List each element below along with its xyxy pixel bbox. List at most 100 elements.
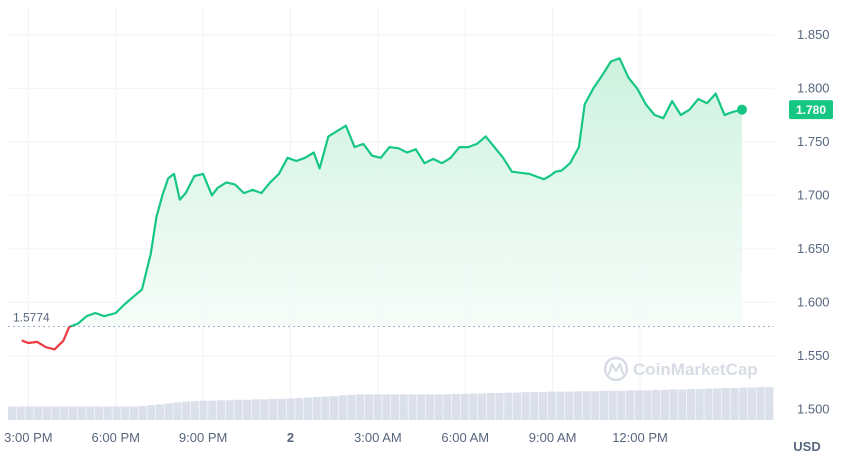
volume-bar <box>478 393 487 420</box>
volume-bar <box>652 389 661 420</box>
x-tick-label: 3:00 AM <box>354 430 402 445</box>
volume-bar <box>51 406 60 420</box>
volume-bar <box>486 393 495 420</box>
volume-bar <box>382 394 391 420</box>
volume-bar <box>469 393 478 420</box>
last-price-dot[interactable] <box>736 104 747 115</box>
volume-bar <box>216 400 226 420</box>
volume-bar <box>103 406 112 420</box>
volume-bar <box>321 396 330 420</box>
volume-bar <box>408 394 417 420</box>
y-tick-label: 1.650 <box>797 241 830 256</box>
volume-bar <box>356 394 365 420</box>
x-axis: 3:00 PM 6:00 PM 9:00 PM 2 3:00 AM 6:00 AM 9:00… <box>4 430 668 445</box>
volume-bar <box>243 399 252 420</box>
volume-bar <box>443 394 452 420</box>
volume-bar <box>77 406 86 420</box>
volume-bar <box>129 406 138 420</box>
volume-bar <box>338 395 347 420</box>
volume-bar <box>225 400 234 420</box>
volume-bar <box>277 398 286 420</box>
volume-bar <box>312 397 321 420</box>
volume-bar <box>695 388 704 420</box>
volume-bar <box>634 390 643 420</box>
volume-bar <box>756 387 765 420</box>
y-tick-label: 1.850 <box>797 27 830 42</box>
price-area-fill <box>70 58 742 327</box>
volume-bar <box>460 393 469 420</box>
volume-bar <box>147 405 156 420</box>
x-tick-label: 9:00 AM <box>529 430 577 445</box>
volume-bar <box>547 391 556 420</box>
volume-bar <box>373 394 382 420</box>
volume-bar <box>42 406 51 420</box>
y-tick-label: 1.750 <box>797 134 830 149</box>
x-tick-label: 2 <box>287 430 294 445</box>
volume-bar <box>704 388 713 420</box>
volume-bar <box>234 399 243 420</box>
y-tick-label: 1.550 <box>797 348 830 363</box>
volume-bars <box>8 387 774 420</box>
watermark: CoinMarketCap <box>603 356 758 382</box>
volume-bar <box>747 387 756 420</box>
volume-bar <box>121 406 130 420</box>
x-tick-label: 6:00 AM <box>441 430 489 445</box>
volume-bar <box>538 392 548 420</box>
volume-bar <box>269 398 278 420</box>
volume-bar <box>417 394 426 420</box>
volume-bar <box>643 390 652 420</box>
volume-bar <box>173 402 182 420</box>
volume-bar <box>86 406 95 420</box>
volume-bar <box>599 390 609 420</box>
volume-bar <box>138 406 147 420</box>
volume-bar <box>251 399 260 420</box>
volume-bar <box>95 406 104 420</box>
volume-bar <box>504 392 513 420</box>
x-tick-label: 9:00 PM <box>179 430 227 445</box>
volume-bar <box>678 389 687 420</box>
price-tag-value: 1.780 <box>796 103 826 117</box>
volume-bar <box>364 394 373 420</box>
price-line-up <box>68 57 744 327</box>
y-tick-label: 1.600 <box>797 294 830 309</box>
volume-bar <box>512 392 521 420</box>
volume-bar <box>330 396 339 420</box>
volume-bar <box>182 401 191 420</box>
volume-bar <box>686 388 696 420</box>
volume-bar <box>713 388 722 420</box>
x-tick-label: 6:00 PM <box>92 430 140 445</box>
volume-bar <box>34 406 43 420</box>
y-tick-label: 1.800 <box>797 80 830 95</box>
x-tick-label: 3:00 PM <box>4 430 52 445</box>
volume-bar <box>573 391 582 420</box>
volume-bar <box>765 387 774 420</box>
volume-bar <box>556 391 565 420</box>
volume-bar <box>582 391 591 420</box>
price-tag-background <box>789 100 833 120</box>
volume-bar <box>68 406 78 420</box>
volume-bar <box>721 388 730 420</box>
volume-bar <box>25 406 34 420</box>
currency-label: USD <box>793 439 820 454</box>
volume-bar <box>208 400 217 420</box>
volume-bar <box>391 394 400 420</box>
volume-bar <box>199 400 208 420</box>
y-axis: 1.850 1.800 1.750 1.700 1.650 1.600 1.550 1.500 <box>797 27 830 417</box>
volume-bar <box>608 390 617 420</box>
volume-bar <box>495 393 504 420</box>
volume-bar <box>155 404 165 420</box>
volume-bar <box>347 394 356 420</box>
volume-bar <box>660 389 669 420</box>
volume-bar <box>8 406 17 420</box>
volume-bar <box>295 397 304 420</box>
volume-bar <box>617 390 626 420</box>
y-tick-label: 1.500 <box>797 401 830 416</box>
volume-bar <box>16 406 25 420</box>
watermark-text: CoinMarketCap <box>633 360 758 379</box>
volume-bar <box>60 406 69 420</box>
volume-bar <box>565 391 574 420</box>
volume-bar <box>451 393 461 420</box>
volume-bar <box>303 397 313 420</box>
